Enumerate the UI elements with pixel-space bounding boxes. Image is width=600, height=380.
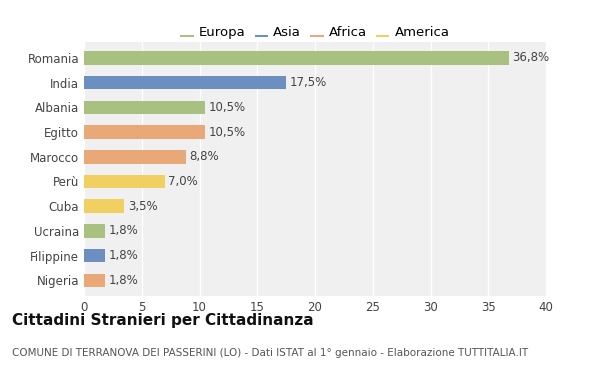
Text: 1,8%: 1,8% (108, 274, 138, 287)
Text: 8,8%: 8,8% (189, 150, 219, 163)
Text: 36,8%: 36,8% (512, 51, 550, 64)
Bar (84, 175, 165, 188)
Bar (84, 274, 105, 287)
Text: 1,8%: 1,8% (108, 225, 138, 238)
Bar (84, 224, 105, 238)
Bar (84, 76, 286, 89)
Legend: Europa, Asia, Africa, America: Europa, Asia, Africa, America (178, 23, 452, 41)
Text: 7,0%: 7,0% (169, 175, 198, 188)
Bar (84, 51, 509, 65)
Bar (84, 249, 105, 263)
Text: 1,8%: 1,8% (108, 249, 138, 262)
Bar (84, 125, 205, 139)
Text: COMUNE DI TERRANOVA DEI PASSERINI (LO) - Dati ISTAT al 1° gennaio - Elaborazione: COMUNE DI TERRANOVA DEI PASSERINI (LO) -… (12, 348, 528, 358)
Bar (84, 100, 205, 114)
Text: 10,5%: 10,5% (209, 101, 246, 114)
Text: Cittadini Stranieri per Cittadinanza: Cittadini Stranieri per Cittadinanza (12, 314, 314, 328)
Text: 10,5%: 10,5% (209, 125, 246, 139)
Text: 17,5%: 17,5% (290, 76, 327, 89)
Bar (84, 200, 124, 213)
Text: 3,5%: 3,5% (128, 200, 158, 213)
Bar (84, 150, 185, 163)
